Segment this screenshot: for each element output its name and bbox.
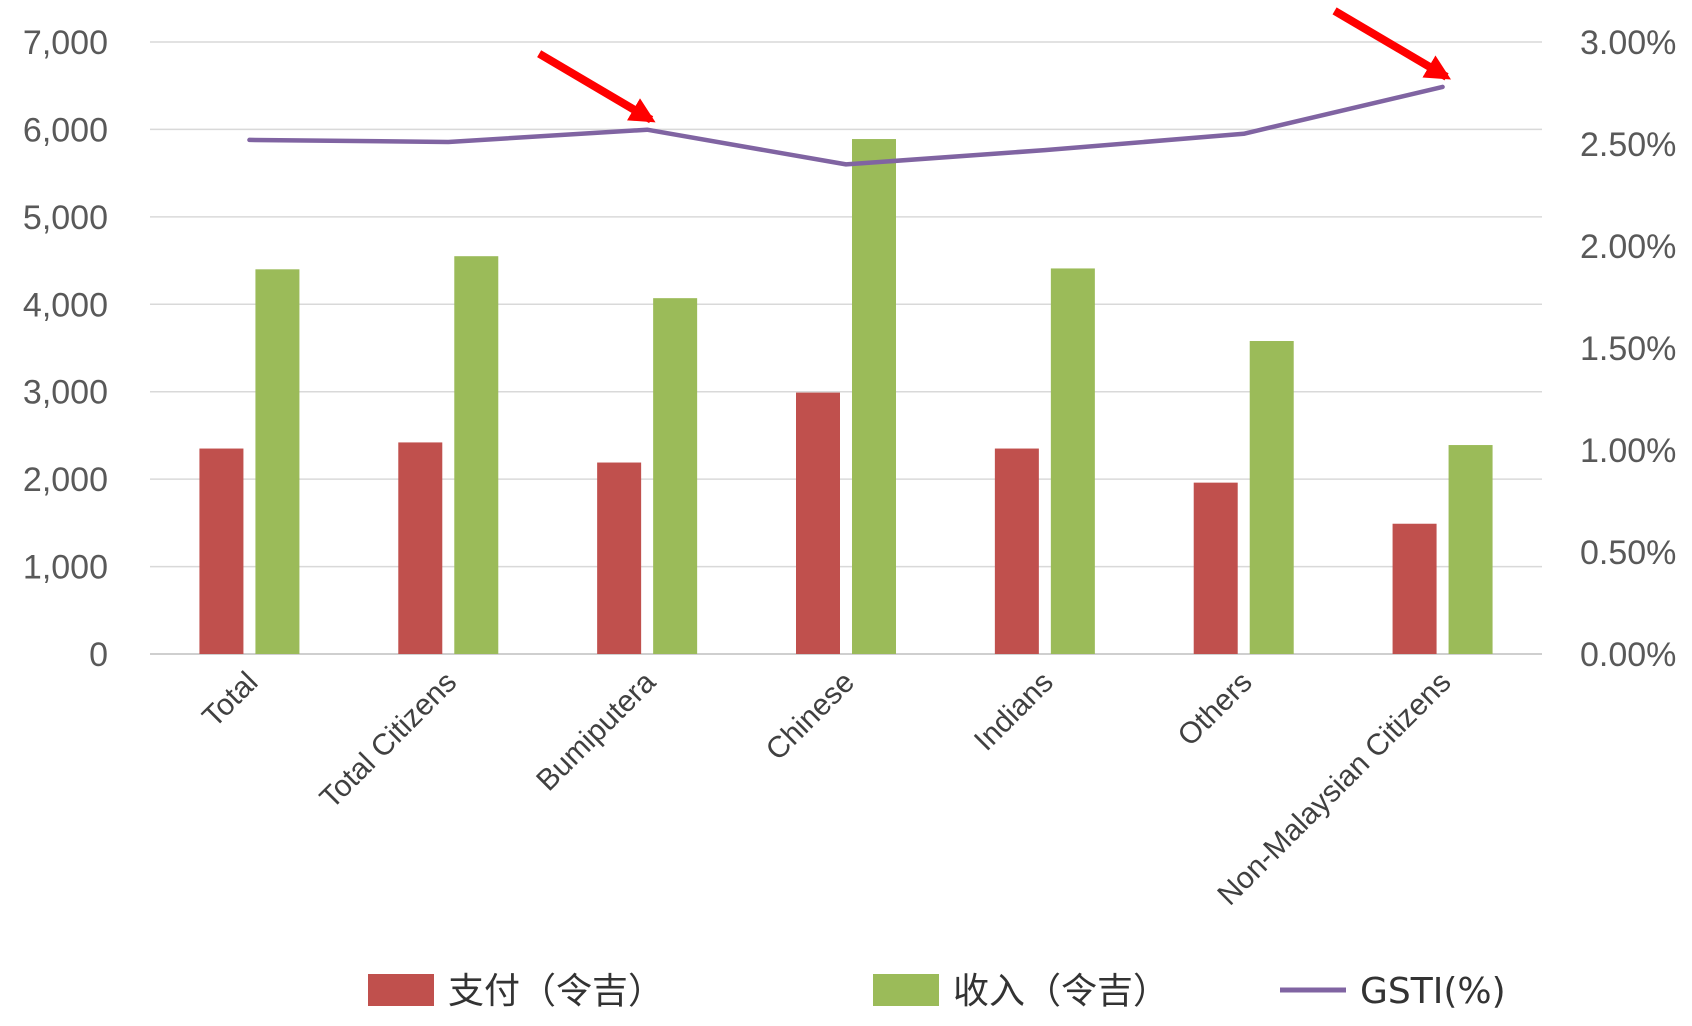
annotation-arrows xyxy=(537,7,1451,124)
left-axis-ticks: 0 1,000 2,000 3,000 4,000 5,000 6,000 7,000 xyxy=(23,24,108,674)
bar xyxy=(653,298,698,654)
left-tick-label: 6,000 xyxy=(23,111,108,149)
right-tick-label: 2.50% xyxy=(1580,126,1676,164)
category-label: Chinese xyxy=(760,666,861,767)
right-tick-label: 0.00% xyxy=(1580,636,1676,674)
bar xyxy=(255,269,300,654)
category-label: Total Citizens xyxy=(314,666,463,815)
right-tick-label: 2.00% xyxy=(1580,228,1676,266)
category-label: Non-Malaysian Citizens xyxy=(1211,666,1457,912)
bar xyxy=(454,256,499,654)
bar xyxy=(1392,523,1437,654)
gsti-line xyxy=(247,84,1445,167)
left-tick-label: 4,000 xyxy=(23,286,108,324)
category-label: Total xyxy=(196,666,264,734)
legend-label: 支付（令吉） xyxy=(448,971,664,1012)
bar xyxy=(1193,482,1238,654)
right-tick-label: 3.00% xyxy=(1580,24,1676,62)
bar xyxy=(398,442,443,654)
legend-label: GSTI(%) xyxy=(1360,971,1506,1012)
category-label: Others xyxy=(1172,666,1259,753)
bar xyxy=(852,139,896,654)
right-tick-label: 1.50% xyxy=(1580,330,1676,368)
left-tick-label: 3,000 xyxy=(23,374,108,412)
bar-series xyxy=(199,139,1493,654)
bar xyxy=(199,448,244,654)
category-labels: Total Total Citizens Bumiputera Chinese Indi… xyxy=(196,665,1457,911)
legend-label: 收入（令吉） xyxy=(953,971,1169,1012)
bar xyxy=(796,392,840,654)
bar xyxy=(597,462,642,654)
category-label: Bumiputera xyxy=(530,665,662,797)
left-tick-label: 1,000 xyxy=(23,549,108,587)
left-tick-label: 7,000 xyxy=(23,24,108,62)
gridlines xyxy=(150,41,1542,655)
right-axis-ticks: 0.00% 0.50% 1.00% 1.50% 2.00% 2.50% 3.00% xyxy=(1580,24,1676,674)
legend: 支付（令吉） 收入（令吉） GSTI(%) xyxy=(368,971,1506,1012)
line-series xyxy=(247,84,1445,167)
category-label: Indians xyxy=(968,666,1060,758)
legend-swatch xyxy=(873,974,939,1006)
red-arrow xyxy=(537,50,656,124)
bar xyxy=(1448,445,1493,654)
red-arrow xyxy=(1332,7,1451,81)
left-tick-label: 2,000 xyxy=(23,461,108,499)
bar xyxy=(994,448,1039,654)
bar xyxy=(1249,341,1294,654)
right-tick-label: 0.50% xyxy=(1580,534,1676,572)
left-tick-label: 5,000 xyxy=(23,199,108,237)
legend-swatch xyxy=(368,974,434,1006)
bar xyxy=(1050,268,1095,654)
left-tick-label: 0 xyxy=(89,636,108,674)
right-tick-label: 1.00% xyxy=(1580,432,1676,470)
